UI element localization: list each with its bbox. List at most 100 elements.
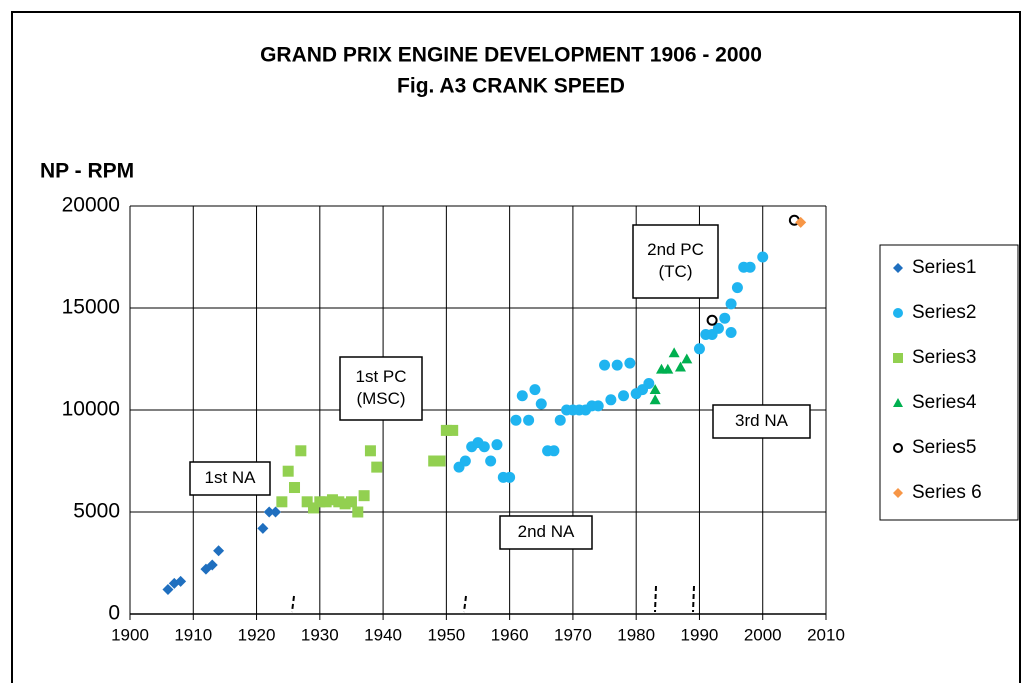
x-tick-label: 1950 (427, 625, 465, 644)
era-markers (291, 585, 695, 613)
point (548, 445, 560, 457)
point (447, 424, 459, 436)
point (592, 400, 604, 412)
point (276, 496, 288, 508)
legend-marker (893, 308, 903, 318)
x-tick-label: 2000 (744, 625, 782, 644)
point (289, 482, 301, 494)
point (523, 414, 535, 426)
point (681, 353, 693, 364)
y-tick-label: 5000 (73, 500, 120, 523)
x-tick-label: 1940 (364, 625, 402, 644)
point (725, 298, 737, 310)
legend-label: Series3 (912, 347, 976, 368)
point (434, 455, 446, 467)
point (491, 439, 503, 451)
legend-marker (893, 443, 903, 453)
point (295, 445, 307, 457)
x-tick-label: 1910 (174, 625, 212, 644)
x-tick-label: 1970 (554, 625, 592, 644)
annotation-text: (TC) (659, 262, 693, 281)
point (358, 490, 370, 502)
point (643, 377, 655, 389)
point (757, 251, 769, 263)
annotation-box (499, 515, 593, 550)
frame (11, 11, 1021, 683)
point (599, 359, 611, 371)
point (554, 414, 566, 426)
x-tick-label: 2010 (807, 625, 845, 644)
point (257, 522, 269, 534)
point (307, 502, 319, 514)
chart-subtitle: Fig. A3 CRANK SPEED (397, 75, 625, 98)
point (719, 312, 731, 324)
point (611, 359, 623, 371)
legend-marker (893, 263, 903, 273)
point (333, 496, 345, 508)
point (364, 445, 376, 457)
y-tick-label: 0 (108, 602, 120, 625)
point (270, 506, 282, 518)
point (428, 455, 440, 467)
legend-label: Series 6 (912, 482, 982, 503)
y-axis-label: NP - RPM (40, 160, 134, 183)
point (371, 461, 383, 473)
x-tick-label: 1980 (617, 625, 655, 644)
point (624, 357, 636, 369)
point (725, 326, 737, 338)
point (668, 347, 680, 358)
point (459, 455, 471, 467)
x-tick-label: 1920 (238, 625, 276, 644)
point (345, 496, 357, 508)
point (339, 498, 351, 510)
annotation-box (712, 404, 811, 439)
legend-marker (893, 488, 903, 498)
point (662, 363, 674, 374)
x-tick-label: 1930 (301, 625, 339, 644)
annotation-text: 2nd NA (518, 522, 575, 541)
y-tick-label: 15000 (62, 296, 120, 319)
point (320, 496, 332, 508)
point (485, 455, 497, 467)
point (162, 584, 174, 596)
point (263, 506, 275, 518)
x-tick-label: 1900 (111, 625, 149, 644)
point (649, 394, 661, 405)
point (529, 384, 541, 396)
point (605, 394, 617, 406)
chart-title: GRAND PRIX ENGINE DEVELOPMENT 1906 - 200… (260, 44, 762, 67)
point (535, 398, 547, 410)
point (618, 390, 630, 402)
point (510, 414, 522, 426)
legend-label: Series1 (912, 257, 976, 278)
point (326, 494, 338, 506)
point (712, 322, 724, 334)
point (693, 343, 705, 355)
point (478, 441, 490, 453)
point (282, 465, 294, 477)
annotation-text: 2nd PC (647, 240, 704, 259)
legend-marker (893, 398, 903, 407)
x-tick-label: 1990 (681, 625, 719, 644)
point (213, 545, 225, 557)
y-tick-label: 20000 (62, 194, 120, 217)
point (301, 496, 313, 508)
legend-label: Series2 (912, 302, 976, 323)
point (175, 575, 187, 587)
legend-label: Series5 (912, 437, 976, 458)
annotation-box (189, 461, 271, 496)
annotation-box (632, 224, 719, 299)
annotation-text: 1st NA (204, 468, 256, 487)
point (504, 471, 516, 483)
point (731, 282, 743, 294)
legend-marker (893, 353, 903, 363)
point (744, 261, 756, 273)
point (440, 424, 452, 436)
point (674, 361, 686, 372)
point (206, 559, 218, 571)
point (649, 384, 661, 394)
point (516, 390, 528, 402)
annotation-box (339, 356, 423, 421)
point (352, 506, 364, 518)
